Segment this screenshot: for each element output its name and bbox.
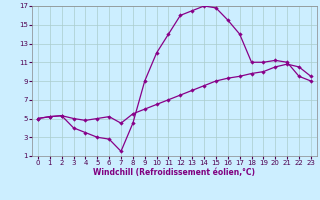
X-axis label: Windchill (Refroidissement éolien,°C): Windchill (Refroidissement éolien,°C) [93,168,255,177]
